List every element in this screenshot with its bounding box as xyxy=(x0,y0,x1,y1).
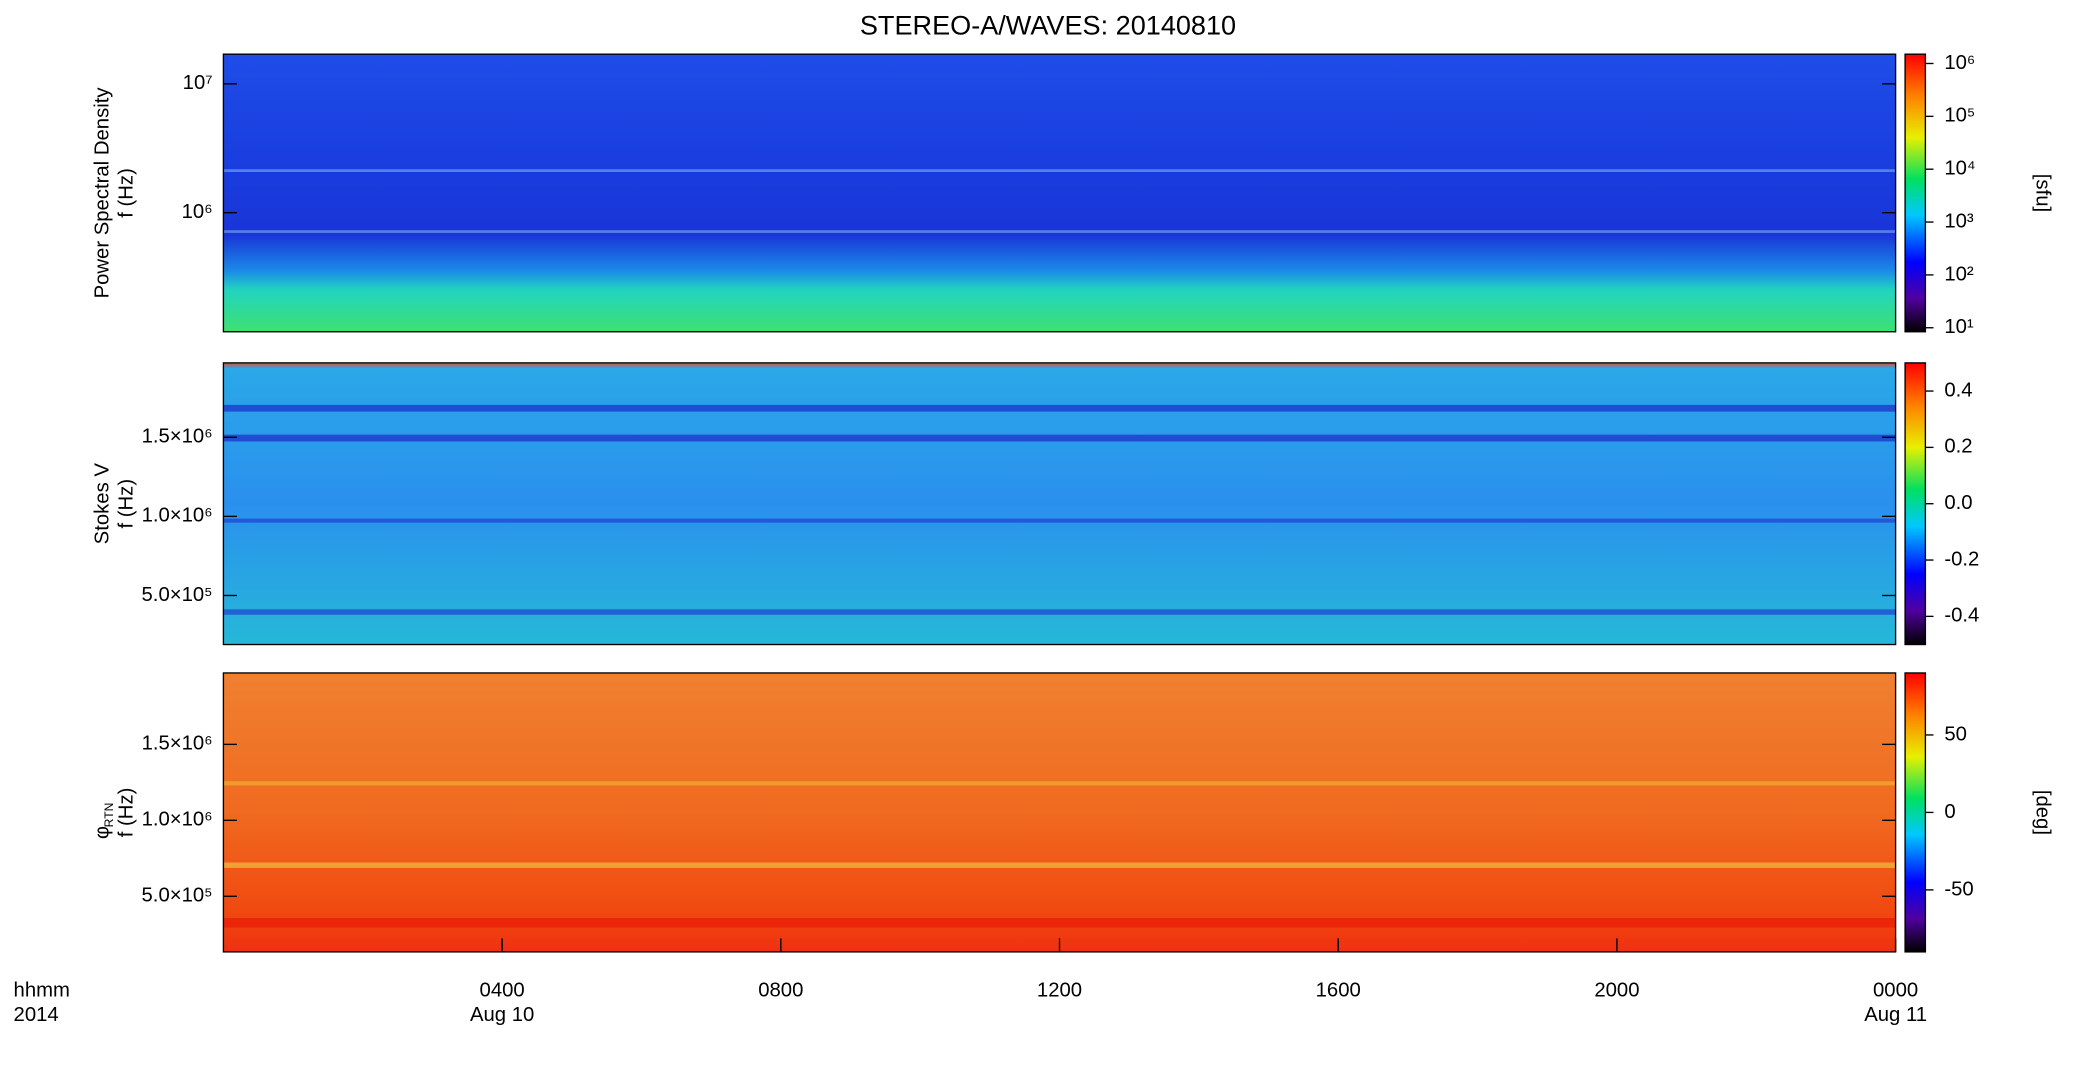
colorbar-tick-label: 0 xyxy=(1944,801,1955,823)
y-tick-label: 1.0×10⁶ xyxy=(142,505,213,527)
colorbar-label: [deg] xyxy=(2031,790,2053,835)
y-tick-label: 10⁷ xyxy=(183,72,213,94)
x-tick-label: 2000 xyxy=(1594,980,1639,1002)
colorbar-tick-label: 10⁶ xyxy=(1944,52,1975,74)
y-axis-label: Stokes V xyxy=(91,463,113,545)
colorbar-tick-label: 10⁴ xyxy=(1944,158,1975,180)
colorbar-tick-label: 0.2 xyxy=(1944,436,1972,458)
x-date-label: Aug 11 xyxy=(1864,1004,1927,1026)
colorbar-tick-label: 0.0 xyxy=(1944,492,1972,514)
colorbar xyxy=(1904,53,1927,333)
x-tick-label: 0800 xyxy=(758,980,803,1002)
colorbar-tick-label: -0.4 xyxy=(1944,605,1979,627)
colorbar xyxy=(1904,672,1927,953)
x-tick-label: 0000 xyxy=(1873,980,1918,1002)
colorbar xyxy=(1904,362,1927,646)
y-tick-label: 5.0×10⁵ xyxy=(142,885,213,907)
y-axis-label: φ xyxy=(91,826,113,839)
x-tick-label: 0400 xyxy=(480,980,525,1002)
x-axis-label: hhmm xyxy=(14,980,70,1002)
y-axis-label: Power Spectral Density xyxy=(91,87,113,299)
y-axis-label-subscript: RTN xyxy=(102,803,116,828)
colorbar-tick-label: -0.2 xyxy=(1944,548,1979,570)
chart-title: STEREO-A/WAVES: 20140810 xyxy=(860,9,1236,40)
y-tick-label: 1.5×10⁶ xyxy=(142,733,213,755)
colorbar-tick-label: 10¹ xyxy=(1944,316,1974,338)
colorbar-tick-label: -50 xyxy=(1944,878,1973,900)
spectrogram-stripes xyxy=(223,169,1896,928)
y-tick-label: 1.5×10⁶ xyxy=(142,426,213,448)
colorbar-tick-label: 10³ xyxy=(1944,210,1974,232)
spectrogram-image xyxy=(223,54,1896,332)
colorbar-tick-label: 0.4 xyxy=(1944,379,1972,401)
y-axis-label: f (Hz) xyxy=(116,788,138,838)
x-tick-label: 1600 xyxy=(1316,980,1361,1002)
x-date-label: Aug 10 xyxy=(470,1004,534,1026)
y-tick-label: 5.0×10⁵ xyxy=(142,584,213,606)
y-axis-label: f (Hz) xyxy=(116,168,138,218)
plot-frame xyxy=(222,362,1897,646)
x-axis-label: 2014 xyxy=(14,1004,59,1026)
colorbar-tick-label: 10⁵ xyxy=(1944,105,1975,127)
colorbar-tick-label: 50 xyxy=(1944,723,1967,745)
colorbar-label: [sfu] xyxy=(2031,174,2053,212)
y-tick-label: 1.0×10⁶ xyxy=(142,809,213,831)
y-tick-label: 10⁶ xyxy=(182,201,213,223)
plot-frame xyxy=(222,53,1897,333)
spectrogram-image xyxy=(223,672,1896,952)
y-axis-label: f (Hz) xyxy=(116,479,138,529)
x-tick-label: 1200 xyxy=(1037,980,1082,1002)
colorbar-tick-label: 10² xyxy=(1944,263,1974,285)
